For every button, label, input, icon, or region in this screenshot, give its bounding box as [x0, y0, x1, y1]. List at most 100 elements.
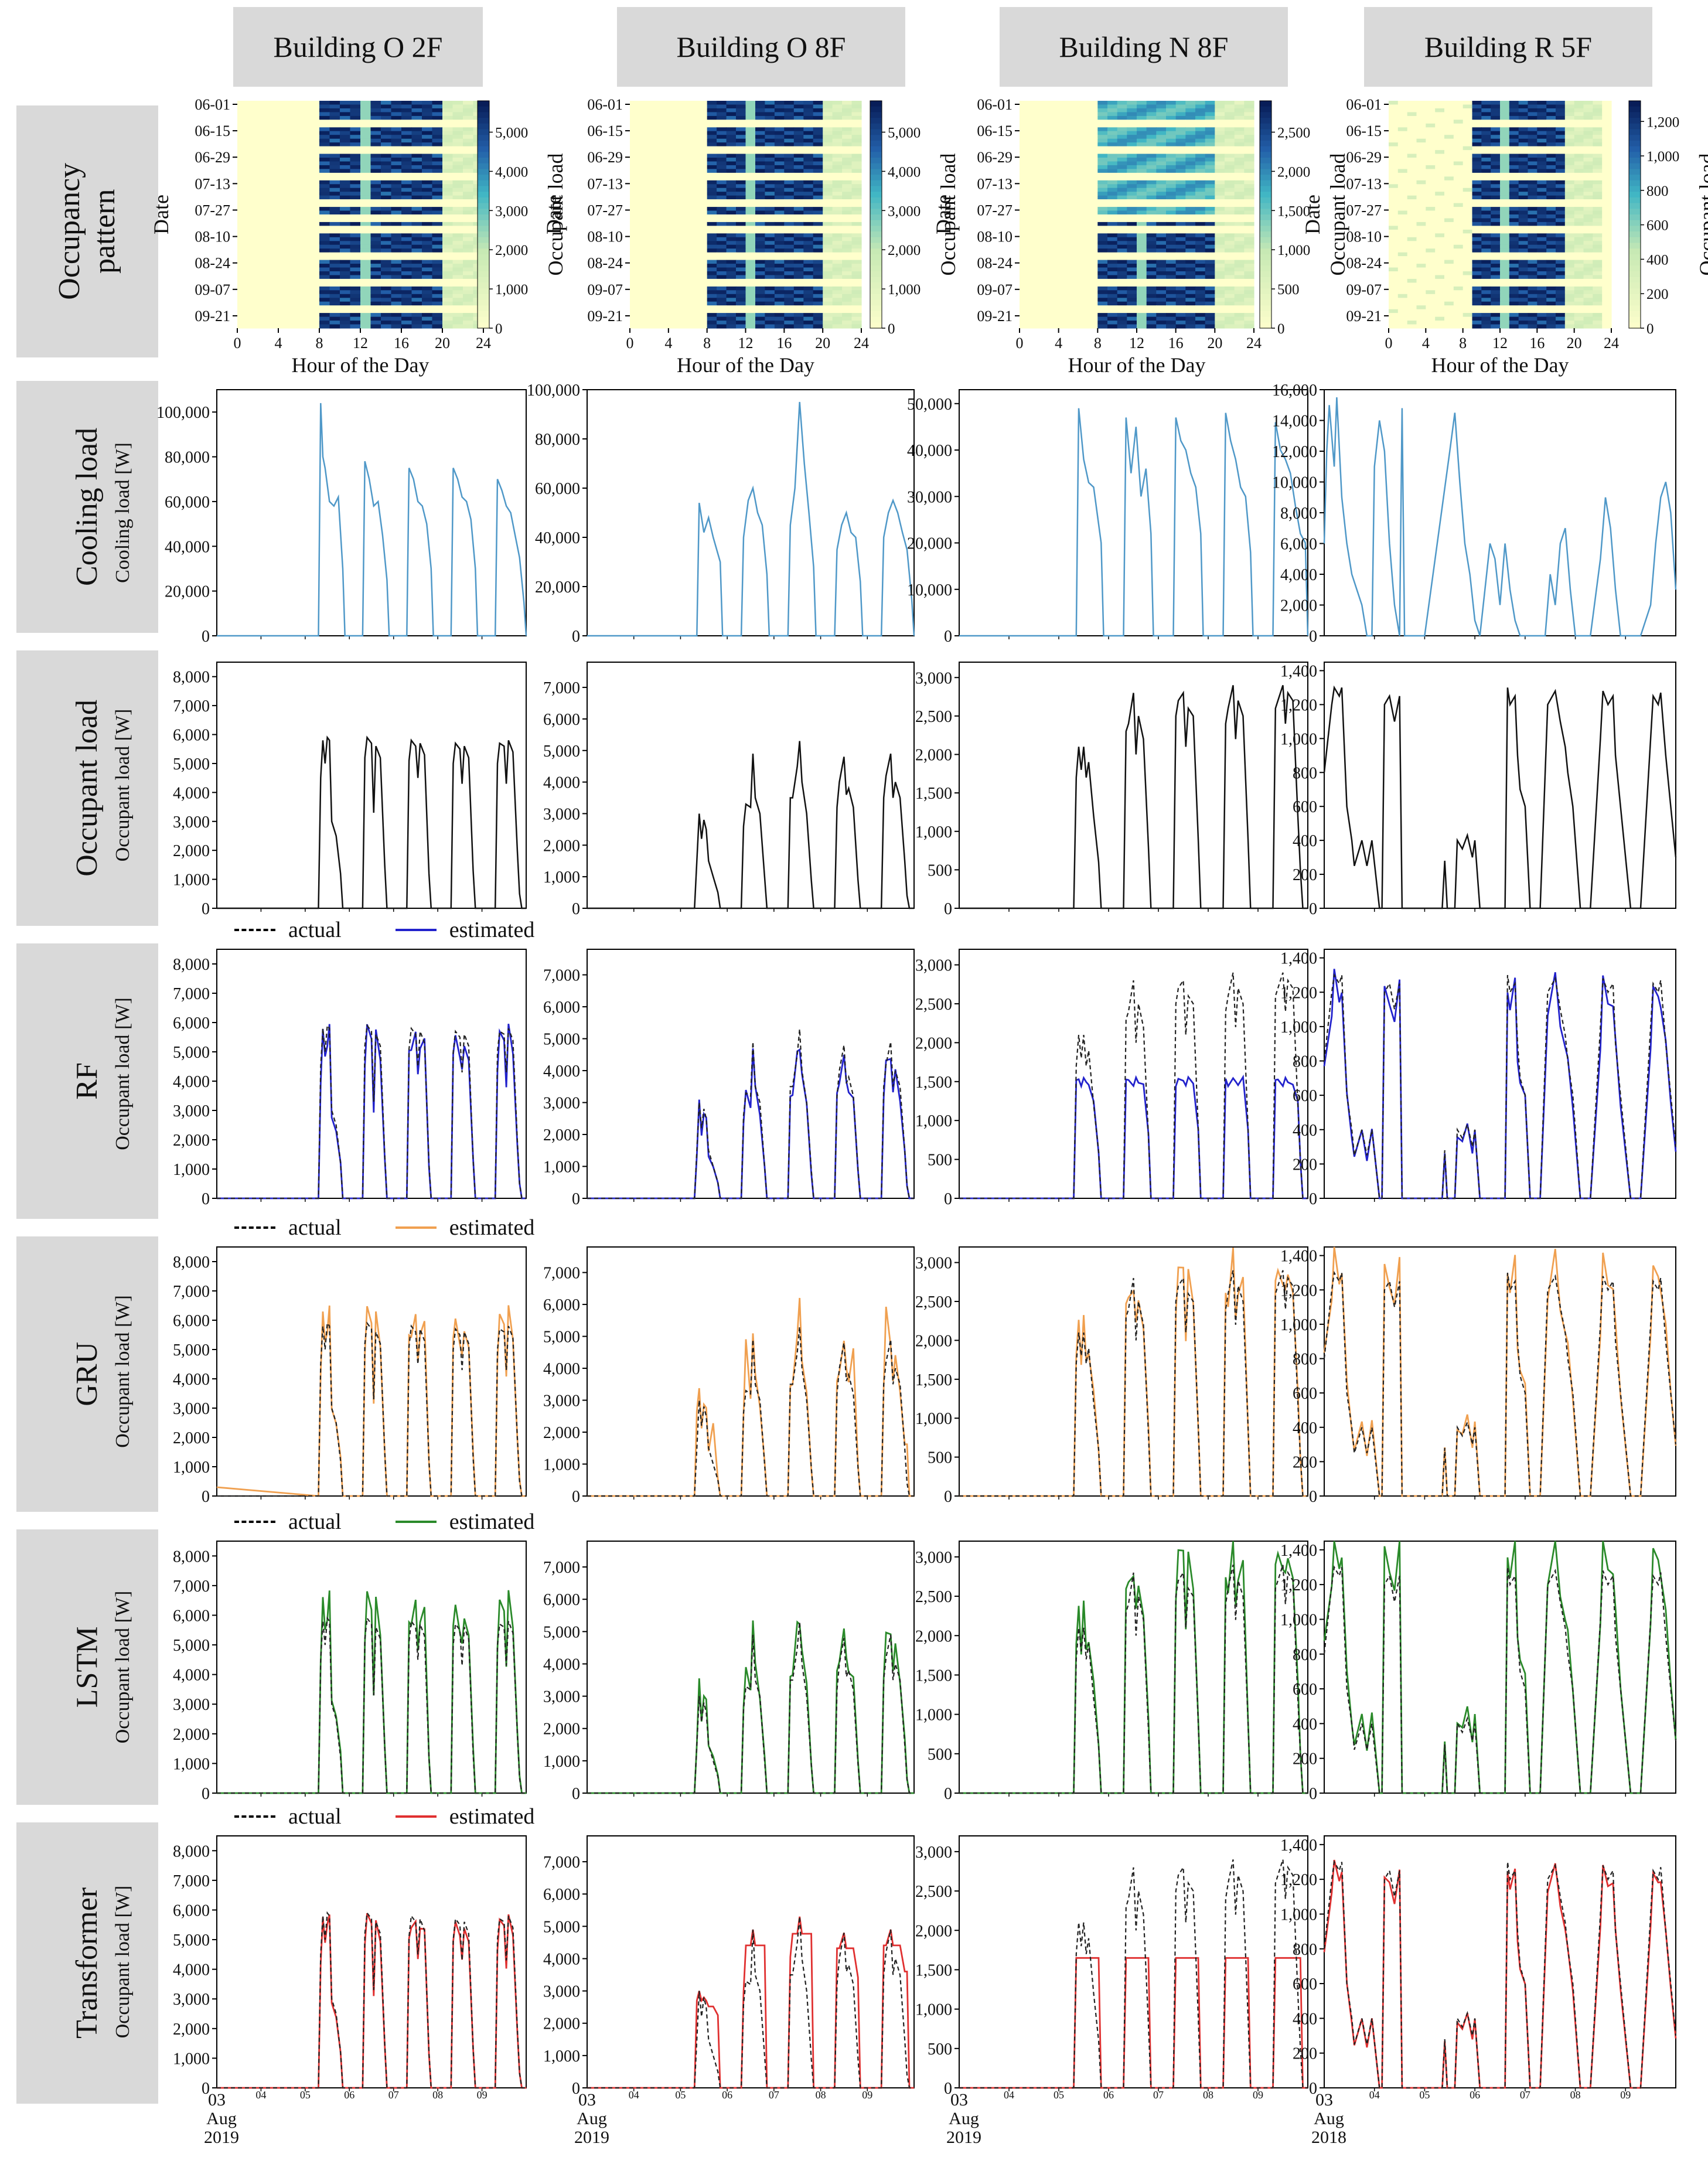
- heatmap-cell: [803, 248, 814, 253]
- heatmap-cell: [1078, 264, 1089, 268]
- heatmap-cell: [1175, 180, 1186, 185]
- heatmap-cell: [278, 184, 289, 189]
- heatmap-cell: [237, 165, 248, 169]
- heatmap-cell: [1205, 229, 1215, 234]
- heatmap-cell: [823, 244, 833, 249]
- heatmap-cell: [668, 101, 679, 105]
- heatmap-cell: [1117, 192, 1127, 196]
- heatmap-cell: [278, 176, 289, 181]
- heatmap-cell: [309, 154, 320, 158]
- heatmap-cell: [1215, 222, 1225, 226]
- heatmap-cell: [745, 229, 756, 234]
- heatmap-cell: [463, 146, 474, 151]
- heatmap-cell: [1175, 135, 1186, 139]
- heatmap-cell: [1020, 172, 1030, 177]
- heatmap-cell: [1389, 120, 1399, 124]
- heatmap-cell: [659, 172, 669, 177]
- heatmap-cell: [832, 199, 843, 204]
- heatmap-cell: [422, 264, 433, 268]
- heatmap-cell: [1127, 244, 1137, 249]
- heatmap-cell: [1107, 252, 1118, 257]
- heatmap-cell: [463, 199, 474, 204]
- heatmap-cell: [1166, 154, 1177, 158]
- heatmap-cell: [309, 172, 320, 177]
- heatmap-cell: [697, 180, 708, 185]
- heatmap-cell: [842, 199, 853, 204]
- heatmap-cell: [278, 199, 289, 204]
- heatmap-cell: [765, 158, 775, 162]
- heatmap-cell: [1039, 131, 1049, 135]
- heatmap-cell: [765, 146, 775, 151]
- heatmap-cell: [1078, 115, 1089, 120]
- colorbar-segment: [1260, 152, 1271, 158]
- heatmap-cell: [707, 142, 717, 147]
- heatmap-cell: [842, 226, 853, 230]
- heatmap-cell: [726, 313, 737, 318]
- heatmap-cell: [401, 154, 412, 158]
- heatmap-cell: [1127, 233, 1137, 238]
- heatmap-cell: [649, 256, 659, 261]
- heatmap-cell: [1215, 252, 1225, 257]
- heatmap-cell: [1215, 271, 1225, 276]
- heatmap-cell: [1166, 165, 1177, 169]
- heatmap-cell: [1097, 321, 1108, 325]
- heatmap-cell: [278, 301, 289, 306]
- heatmap-cell: [717, 244, 727, 249]
- heatmap-cell: [765, 199, 775, 204]
- heatmap-cell: [842, 321, 853, 325]
- heatmap-cell: [1537, 138, 1547, 143]
- heatmap-cell: [726, 316, 737, 321]
- heatmap-cell: [1185, 172, 1196, 177]
- heatmap-cell: [1234, 244, 1245, 249]
- heatmap-cell: [278, 294, 289, 298]
- heatmap-cell: [765, 138, 775, 143]
- heatmap-cell: [247, 237, 258, 241]
- heatmap-cell: [813, 233, 823, 238]
- heatmap-cell: [678, 142, 688, 147]
- heatmap-cell: [237, 316, 248, 321]
- heatmap-cell: [350, 316, 361, 321]
- heatmap-cell: [1097, 180, 1108, 185]
- heatmap-cell: [1444, 158, 1454, 162]
- heatmap-cell: [247, 176, 258, 181]
- heatmap-cell: [1137, 188, 1147, 192]
- heatmap-cell: [1107, 282, 1118, 287]
- heatmap-cell: [726, 127, 737, 132]
- heatmap-cell: [1146, 226, 1157, 230]
- heatmap-cell: [247, 233, 258, 238]
- heatmap-cell: [411, 298, 422, 302]
- heatmap-cell: [745, 138, 756, 143]
- heatmap-cell: [687, 226, 698, 230]
- heatmap-cell: [1185, 271, 1196, 276]
- heatmap-cell: [1020, 195, 1030, 200]
- heatmap-cell: [842, 165, 853, 169]
- heatmap-cell: [1453, 142, 1464, 147]
- heatmap-cell: [442, 321, 454, 325]
- heatmap-cell: [288, 207, 299, 212]
- heatmap-cell: [340, 123, 351, 128]
- heatmap-cell: [851, 169, 862, 173]
- heatmap-cell: [649, 135, 659, 139]
- heatmap-cell: [422, 192, 433, 196]
- heatmap-cell: [258, 169, 269, 173]
- heatmap-cell: [258, 316, 269, 321]
- heatmap-cell: [381, 278, 392, 283]
- heatmap-cell: [381, 271, 392, 276]
- heatmap-cell: [463, 158, 474, 162]
- heatmap-cell: [1049, 290, 1059, 295]
- heatmap-cell: [649, 226, 659, 230]
- heatmap-cell: [755, 195, 766, 200]
- heatmap-cell: [360, 321, 371, 325]
- heatmap-cell: [1166, 131, 1177, 135]
- heatmap-cell: [1146, 188, 1157, 192]
- heatmap-cell: [793, 180, 804, 185]
- heatmap-cell: [832, 158, 843, 162]
- heatmap-cell: [247, 290, 258, 295]
- heatmap-cell: [1225, 180, 1235, 185]
- heatmap-cell: [1195, 131, 1206, 135]
- heatmap-cell: [432, 316, 443, 321]
- heatmap-cell: [329, 286, 340, 291]
- heatmap-cell: [1205, 256, 1215, 261]
- heatmap-cell: [309, 252, 320, 257]
- heatmap-cell: [422, 229, 433, 234]
